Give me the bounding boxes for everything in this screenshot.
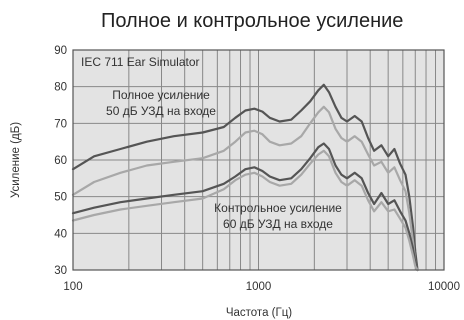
series-group	[71, 83, 419, 272]
y-tick-label: 30	[54, 265, 67, 277]
plot-frame	[72, 49, 445, 271]
series-line-3	[71, 142, 419, 272]
series-line-4	[71, 149, 419, 272]
x-tick-label: 10000	[428, 281, 460, 293]
annotation-box-label: IEC 711 Ear Simulator	[81, 55, 200, 69]
annotation-reference-gain-line2: 60 дБ УЗД на входе	[223, 217, 333, 231]
series-line-2	[71, 105, 419, 272]
grid	[73, 50, 444, 270]
x-tick-labels: 100 1000 10000	[63, 281, 460, 293]
y-tick-label: 70	[54, 118, 67, 130]
x-tick-label: 1000	[246, 281, 272, 293]
y-tick-label: 40	[54, 228, 67, 240]
series-line-1	[71, 83, 419, 272]
y-tick-label: 60	[54, 155, 67, 167]
y-axis-label: Усиление (дБ)	[10, 122, 22, 198]
x-axis-label: Частота (Гц)	[226, 307, 292, 319]
x-tick-label: 100	[63, 281, 82, 293]
y-tick-label: 80	[54, 82, 67, 94]
y-tick-labels: 30 40 50 60 70 80 90	[54, 45, 67, 277]
y-tick-label: 90	[54, 45, 67, 57]
annotation-reference-gain-line1: Контрольное усиление	[214, 201, 342, 215]
annotation-full-gain-line1: Полное усиление	[112, 88, 210, 102]
y-tick-label: 50	[54, 192, 67, 204]
chart-title: Полное и контрольное усиление	[101, 10, 403, 32]
annotation-full-gain-line2: 50 дБ УЗД на входе	[106, 104, 216, 118]
